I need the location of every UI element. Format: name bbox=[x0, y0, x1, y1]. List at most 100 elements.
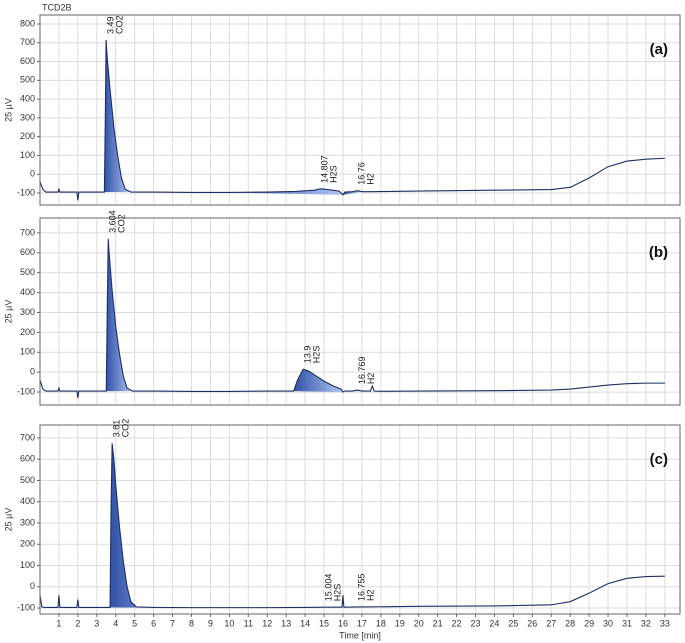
x-tick-label: 17 bbox=[357, 618, 367, 628]
x-tick-label: 21 bbox=[433, 618, 443, 628]
plot-frame bbox=[40, 218, 680, 405]
x-tick-label: 22 bbox=[452, 618, 462, 628]
y-tick-label: 0 bbox=[30, 367, 35, 377]
x-tick-label: 12 bbox=[262, 618, 272, 628]
y-tick-label: 700 bbox=[20, 37, 35, 47]
peak-area bbox=[110, 443, 192, 608]
y-tick-label: 400 bbox=[20, 287, 35, 297]
x-tick-label: 6 bbox=[151, 618, 156, 628]
peak-time: 16.755 bbox=[357, 573, 367, 601]
panel-label: (c) bbox=[650, 451, 668, 468]
y-tick-label: 700 bbox=[20, 227, 35, 237]
y-tick-label: -100 bbox=[17, 187, 35, 197]
x-tick-label: 32 bbox=[641, 618, 651, 628]
peak-area bbox=[293, 369, 343, 393]
peak-name: H2 bbox=[366, 589, 376, 601]
plot-frame bbox=[40, 425, 680, 614]
peak-name: CO2 bbox=[117, 214, 127, 233]
y-tick-label: 100 bbox=[20, 347, 35, 357]
x-tick-label: 9 bbox=[208, 618, 213, 628]
x-tick-label: 1 bbox=[56, 618, 61, 628]
y-tick-label: 600 bbox=[20, 56, 35, 66]
peak-name: H2S bbox=[329, 165, 339, 183]
x-tick-label: 13 bbox=[281, 618, 291, 628]
plot-border bbox=[39, 14, 681, 206]
x-tick-label: 16 bbox=[338, 618, 348, 628]
peak-time: 3.81 bbox=[112, 420, 122, 438]
trace-line bbox=[39, 443, 665, 609]
y-tick-label: 500 bbox=[20, 267, 35, 277]
y-tick-label: 400 bbox=[20, 93, 35, 103]
y-tick-label: 500 bbox=[20, 475, 35, 485]
peak-time: 15.004 bbox=[323, 574, 333, 602]
trace-line bbox=[39, 238, 665, 399]
peak-area bbox=[106, 238, 133, 392]
peak-time: 16.769 bbox=[357, 357, 367, 385]
y-axis-label: 25 µV bbox=[3, 508, 13, 532]
peak-time: 14.807 bbox=[320, 155, 330, 183]
peak-area bbox=[104, 39, 131, 193]
chart-title: TCD2B bbox=[42, 2, 72, 12]
plot-border bbox=[39, 217, 681, 406]
x-tick-label: 25 bbox=[508, 618, 518, 628]
x-tick-label: 7 bbox=[170, 618, 175, 628]
y-tick-label: 600 bbox=[20, 247, 35, 257]
x-tick-label: 15 bbox=[319, 618, 329, 628]
y-tick-label: 100 bbox=[20, 150, 35, 160]
x-tick-label: 24 bbox=[489, 618, 499, 628]
y-tick-label: 100 bbox=[20, 560, 35, 570]
x-tick-label: 33 bbox=[660, 618, 670, 628]
y-axis-label: 25 µV bbox=[3, 98, 13, 122]
peak-time: 3.604 bbox=[108, 210, 118, 233]
x-tick-label: 19 bbox=[395, 618, 405, 628]
x-tick-label: 10 bbox=[224, 618, 234, 628]
y-tick-label: -100 bbox=[17, 386, 35, 396]
panel-label: (a) bbox=[650, 41, 668, 58]
peak-name: H2S bbox=[332, 584, 342, 602]
peak-area bbox=[342, 190, 362, 195]
y-tick-label: 600 bbox=[20, 454, 35, 464]
y-tick-label: 300 bbox=[20, 517, 35, 527]
x-tick-label: 29 bbox=[584, 618, 594, 628]
x-tick-label: 31 bbox=[622, 618, 632, 628]
plot-frame bbox=[40, 15, 680, 205]
y-tick-label: 500 bbox=[20, 75, 35, 85]
panel-label: (b) bbox=[649, 244, 668, 261]
peak-time: 3.49 bbox=[105, 16, 115, 34]
peak-time: 13.9 bbox=[303, 346, 313, 364]
y-tick-label: 300 bbox=[20, 307, 35, 317]
peak-name: H2 bbox=[366, 373, 376, 385]
peak-name: CO2 bbox=[121, 419, 131, 438]
peak-time: 16.76 bbox=[357, 162, 367, 185]
x-tick-label: 30 bbox=[603, 618, 613, 628]
x-tick-label: 4 bbox=[113, 618, 118, 628]
x-tick-label: 27 bbox=[546, 618, 556, 628]
x-tick-label: 18 bbox=[376, 618, 386, 628]
x-tick-label: 28 bbox=[565, 618, 575, 628]
x-tick-label: 2 bbox=[75, 618, 80, 628]
x-tick-label: 8 bbox=[189, 618, 194, 628]
x-tick-label: 11 bbox=[244, 618, 253, 628]
x-axis-label: Time [min] bbox=[339, 630, 381, 640]
y-tick-label: 200 bbox=[20, 539, 35, 549]
y-tick-label: 0 bbox=[30, 581, 35, 591]
y-tick-label: 400 bbox=[20, 496, 35, 506]
y-tick-label: 200 bbox=[20, 131, 35, 141]
y-tick-label: 300 bbox=[20, 112, 35, 122]
trace-line bbox=[39, 39, 665, 201]
y-tick-label: 700 bbox=[20, 432, 35, 442]
x-tick-label: 20 bbox=[414, 618, 424, 628]
peak-name: H2S bbox=[312, 346, 322, 364]
plot-border bbox=[39, 424, 681, 615]
x-tick-label: 14 bbox=[300, 618, 310, 628]
x-tick-label: 5 bbox=[132, 618, 137, 628]
y-tick-label: 200 bbox=[20, 327, 35, 337]
x-tick-label: 3 bbox=[94, 618, 99, 628]
y-tick-label: -100 bbox=[17, 602, 35, 612]
y-tick-label: 800 bbox=[20, 18, 35, 28]
x-tick-label: 23 bbox=[470, 618, 480, 628]
y-axis-label: 25 µV bbox=[3, 300, 13, 324]
y-tick-label: 0 bbox=[30, 169, 35, 179]
peak-name: H2 bbox=[366, 173, 376, 185]
